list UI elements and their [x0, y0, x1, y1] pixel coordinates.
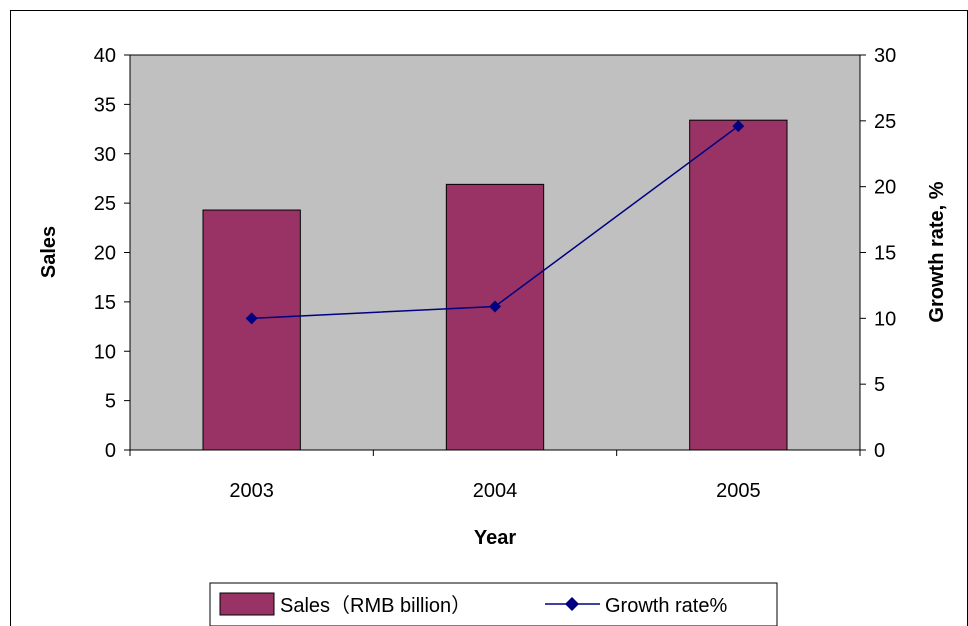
line-layer — [245, 120, 745, 325]
y2-axis-title: Growth rate, % — [926, 181, 948, 322]
y-tick-label: 0 — [105, 440, 116, 462]
legend-label-sales: Sales（RMB billion） — [280, 594, 471, 617]
y2-tick-label: 5 — [874, 374, 885, 396]
y-tick-label: 30 — [94, 144, 116, 166]
y-tick-label: 20 — [94, 243, 116, 265]
legend-swatch-sales — [219, 592, 275, 616]
y-tick-label: 35 — [94, 94, 116, 116]
x-tick-label: 2004 — [473, 480, 518, 502]
point-growth-2003 — [245, 312, 258, 325]
x-tick-label: 2005 — [716, 480, 761, 502]
y-axis-title: Sales — [38, 226, 60, 278]
axes-layer: 0 5 10 15 20 25 30 35 40 0 5 10 15 20 25 30 2003 2004 2005 — [94, 45, 897, 502]
point-growth-2004 — [489, 300, 501, 313]
y2-tick-label: 30 — [874, 45, 896, 67]
point-growth-2005 — [732, 120, 745, 133]
y2-tick-label: 25 — [874, 111, 896, 133]
y-tick-label: 15 — [94, 292, 116, 314]
y-tick-label: 5 — [105, 391, 116, 413]
bars-layer — [202, 119, 788, 451]
legend-label-growth: Growth rate% — [605, 595, 727, 617]
y2-tick-label: 10 — [874, 308, 896, 330]
x-tick-label: 2003 — [229, 480, 274, 502]
y2-tick-label: 20 — [874, 177, 896, 199]
bar-sales-2005 — [689, 119, 788, 451]
y-tick-label: 25 — [94, 193, 116, 215]
y-tick-label: 10 — [94, 341, 116, 363]
y2-tick-label: 15 — [874, 243, 896, 265]
bar-sales-2004 — [445, 183, 545, 451]
x-axis-title: Year — [474, 527, 516, 549]
legend: Sales（RMB billion） Growth rate% — [209, 582, 778, 626]
y-tick-label: 40 — [94, 45, 116, 67]
legend-swatch-growth-marker — [565, 597, 579, 611]
y2-tick-label: 0 — [874, 440, 885, 462]
legend-box — [209, 582, 778, 626]
bar-sales-2003 — [202, 209, 301, 451]
